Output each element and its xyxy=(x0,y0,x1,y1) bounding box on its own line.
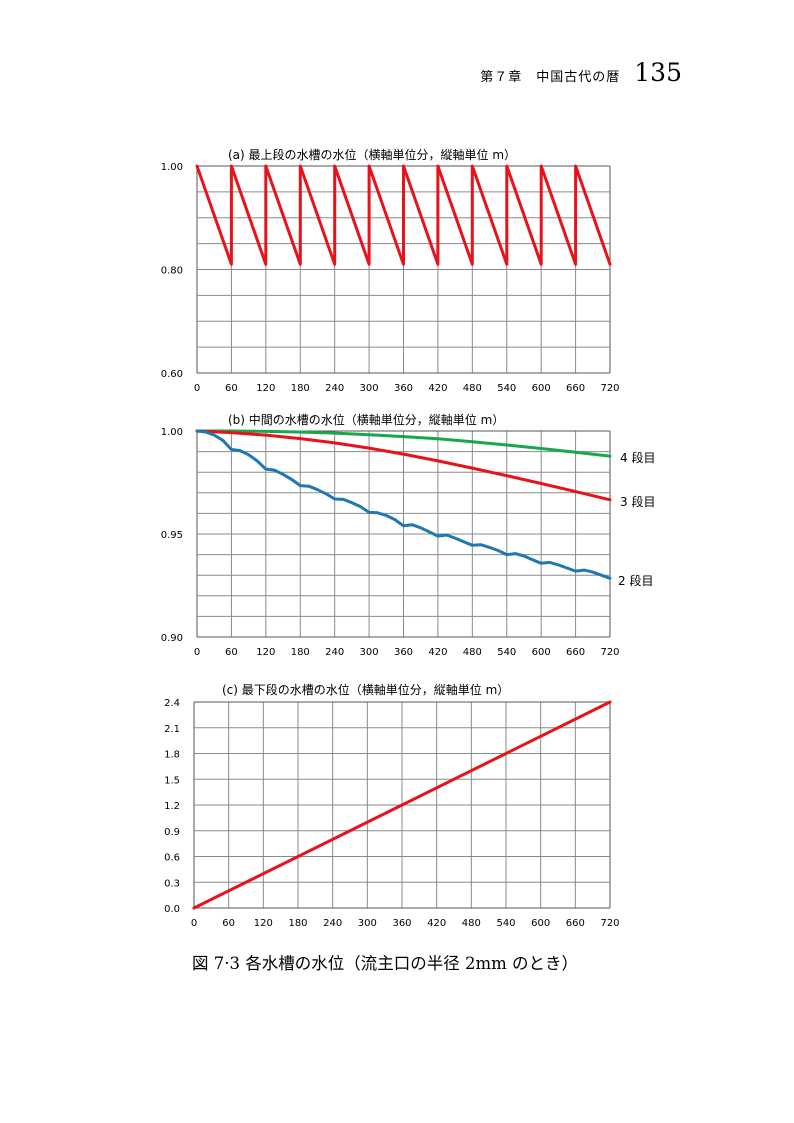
chart-c-x-tick-label: 120 xyxy=(254,918,273,929)
chart-a-x-ticks: 0 60 120 180 240 300 360 420 480 540 600 660 720 xyxy=(194,383,620,394)
chart-c-x-tick-label: 60 xyxy=(222,918,235,929)
chart-a-x-tick-label: 540 xyxy=(497,383,516,394)
chart-a-y-tick-label: 1.00 xyxy=(161,162,183,173)
chart-c-x-ticks: 0 60 120 180 240 300 360 420 480 540 600 660 720 xyxy=(191,918,620,929)
chart-a-x-tick-label: 240 xyxy=(325,383,344,394)
chart-b-x-tick-label: 180 xyxy=(291,647,310,658)
chart-b-series-line-2 xyxy=(195,429,612,502)
chart-c-x-tick-label: 180 xyxy=(288,918,307,929)
chart-c-y-tick-label: 2.4 xyxy=(164,698,180,709)
chart-c-x-tick-label: 240 xyxy=(323,918,342,929)
figure-caption: 図 7·3 各水槽の水位（流主口の半径 2mm のとき） xyxy=(192,954,579,973)
chart-b-x-tick-label: 60 xyxy=(225,647,238,658)
chart-b-series-label: 2 段目 xyxy=(618,573,653,588)
chart-b-plot xyxy=(195,429,612,580)
chart-a-y-tick-label: 0.80 xyxy=(161,266,183,277)
chart-c-y-ticks: 2.4 2.1 1.8 1.5 1.2 0.9 0.6 0.3 0.0 xyxy=(164,698,180,915)
chart-c-plot xyxy=(192,700,612,910)
chart-b-series-line-1 xyxy=(195,429,612,458)
chart-b-title: (b) 中間の水槽の水位（横軸単位分，縦軸単位 m） xyxy=(228,412,504,427)
chart-b-y-tick-label: 1.00 xyxy=(161,427,183,438)
chart-a-x-tick-label: 660 xyxy=(566,383,585,394)
chart-b-x-tick-label: 420 xyxy=(428,647,447,658)
chart-a-x-tick-label: 0 xyxy=(194,383,200,394)
chart-a-x-tick-label: 180 xyxy=(291,383,310,394)
chart-c-x-tick-label: 540 xyxy=(496,918,515,929)
chart-b-grid xyxy=(196,430,611,638)
chart-a-x-tick-label: 60 xyxy=(225,383,238,394)
chart-b-middle-tanks: (b) 中間の水槽の水位（横軸単位分，縦軸単位 m） 1.000.950.90 … xyxy=(161,412,656,658)
chapter-title: 第７章 中国古代の暦 xyxy=(480,70,621,85)
chart-b-x-tick-label: 660 xyxy=(566,647,585,658)
chart-b-y-tick-label: 0.95 xyxy=(161,530,183,541)
chart-c-x-tick-label: 420 xyxy=(427,918,446,929)
chart-b-series-labels: 4 段目 3 段目 2 段目 xyxy=(618,450,655,588)
chart-b-series-label: 3 段目 xyxy=(620,494,655,509)
chart-a-x-tick-label: 420 xyxy=(428,383,447,394)
chart-a-x-tick-label: 120 xyxy=(256,383,275,394)
chart-c-x-tick-label: 600 xyxy=(531,918,550,929)
chart-a-title: (a) 最上段の水槽の水位（横軸単位分，縦軸単位 m） xyxy=(228,147,516,162)
chart-a-top-tank: (a) 最上段の水槽の水位（横軸単位分，縦軸単位 m） 1.00 0.80 0.60… xyxy=(161,147,620,394)
chart-c-title: (c) 最下段の水槽の水位（横軸単位分，縦軸単位 m） xyxy=(222,682,509,697)
chart-b-x-tick-label: 720 xyxy=(600,647,619,658)
chart-a-plot xyxy=(195,164,612,266)
chart-b-x-ticks: 0 60 120 180 240 300 360 420 480 540 600 660 720 xyxy=(194,647,620,658)
chart-a-y-tick-label: 0.60 xyxy=(161,369,183,380)
chart-c-x-tick-label: 0 xyxy=(191,918,197,929)
chart-b-x-tick-label: 300 xyxy=(360,647,379,658)
page-number: 135 xyxy=(634,58,682,87)
chart-b-x-tick-label: 540 xyxy=(497,647,516,658)
chart-a-x-tick-label: 360 xyxy=(394,383,413,394)
chart-a-y-ticks: 1.00 0.80 0.60 xyxy=(161,162,183,380)
chart-c-y-tick-label: 2.1 xyxy=(164,724,180,735)
chart-b-x-tick-label: 240 xyxy=(325,647,344,658)
chart-c-x-tick-label: 660 xyxy=(566,918,585,929)
chart-c-x-tick-label: 480 xyxy=(462,918,481,929)
chart-c-y-tick-label: 1.2 xyxy=(164,801,180,812)
chart-c-grid xyxy=(193,701,611,909)
chart-a-series-line-1 xyxy=(195,164,612,266)
chart-b-series-line-3 xyxy=(195,429,612,580)
chart-c-y-tick-label: 0.3 xyxy=(164,878,180,889)
chart-c-x-tick-label: 720 xyxy=(600,918,619,929)
chart-b-x-tick-label: 360 xyxy=(394,647,413,658)
chart-c-y-tick-label: 0.9 xyxy=(164,827,180,838)
chart-b-x-tick-label: 600 xyxy=(532,647,551,658)
chart-c-series-line-1 xyxy=(192,700,612,910)
chart-c-y-tick-label: 1.8 xyxy=(164,750,180,761)
chart-b-y-ticks: 1.00 0.95 0.90 xyxy=(161,427,183,644)
chart-a-x-tick-label: 600 xyxy=(532,383,551,394)
chart-c-x-tick-label: 300 xyxy=(358,918,377,929)
chart-b-x-tick-label: 0 xyxy=(194,647,200,658)
chart-a-x-tick-label: 720 xyxy=(600,383,619,394)
chart-b-y-tick-label: 0.90 xyxy=(161,633,183,644)
chart-c-bottom-tank: (c) 最下段の水槽の水位（横軸単位分，縦軸単位 m） 2.4 2.1 1.8 1.5… xyxy=(164,682,620,929)
chart-a-x-tick-label: 300 xyxy=(360,383,379,394)
chart-a-x-tick-label: 480 xyxy=(463,383,482,394)
chart-b-x-tick-label: 480 xyxy=(463,647,482,658)
chart-c-x-tick-label: 360 xyxy=(392,918,411,929)
chart-c-y-tick-label: 0.0 xyxy=(164,904,180,915)
chart-c-y-tick-label: 0.6 xyxy=(164,853,180,864)
chart-b-series-label: 4 段目 xyxy=(620,450,655,465)
chart-c-y-tick-label: 1.5 xyxy=(164,775,180,786)
running-header: 第７章 中国古代の暦 135 xyxy=(480,58,682,87)
chart-b-x-tick-label: 120 xyxy=(256,647,275,658)
